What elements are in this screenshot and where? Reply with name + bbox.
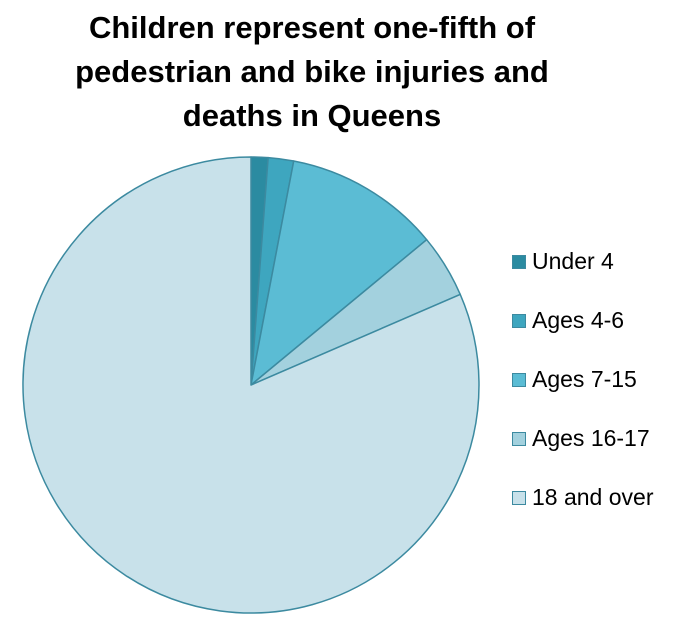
- legend-item: 18 and over: [512, 468, 653, 527]
- title-line-2: pedestrian and bike injuries and: [75, 54, 549, 89]
- pie-slice-18-and-over: [22, 156, 480, 614]
- title-line-1: Children represent one-fifth of: [88, 10, 536, 45]
- title-line-3: deaths in Queens: [182, 98, 442, 133]
- legend-swatch: [512, 372, 526, 387]
- legend-swatch: [512, 490, 526, 505]
- legend-label: 18 and over: [532, 484, 654, 510]
- legend-swatch: [512, 254, 526, 269]
- chart-legend: Under 4 Ages 4-6 Ages 7-15 Ages 16-17 18 and…: [512, 232, 653, 527]
- legend-swatch: [512, 313, 526, 328]
- legend-label: Ages 7-15: [532, 366, 637, 392]
- legend-item: Ages 16-17: [512, 409, 653, 468]
- pie-slice-ages-7-15: [250, 160, 428, 386]
- legend-swatch: [512, 431, 526, 446]
- legend-item: Ages 4-6: [512, 291, 653, 350]
- legend-label: Ages 16-17: [532, 425, 650, 451]
- chart-title: Children represent one-fifth of pedestri…: [60, 6, 564, 138]
- legend-label: Under 4: [532, 248, 614, 274]
- legend-item: Under 4: [512, 232, 653, 291]
- legend-item: Ages 7-15: [512, 350, 653, 409]
- legend-label: Ages 4-6: [532, 307, 625, 333]
